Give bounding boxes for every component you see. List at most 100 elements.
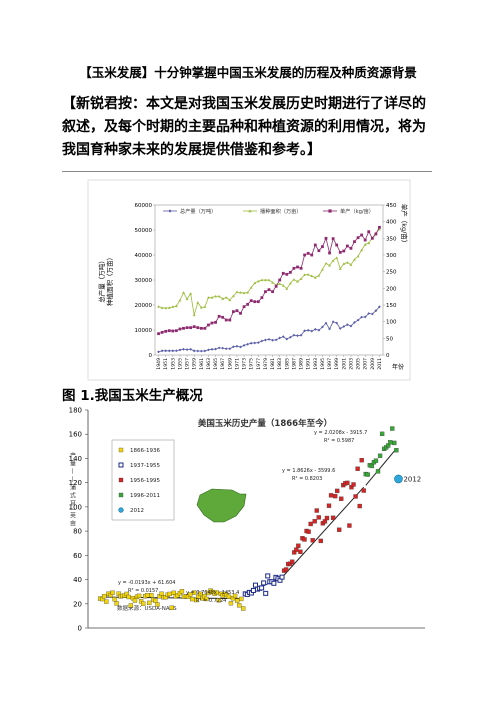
data-point	[160, 306, 164, 309]
data-point	[231, 345, 235, 349]
data-point	[235, 309, 239, 313]
data-point	[357, 503, 362, 509]
data-point	[317, 274, 321, 277]
data-point	[207, 323, 210, 327]
data-point	[221, 346, 225, 350]
data-point	[271, 338, 274, 342]
y-tick-label: 10000	[135, 328, 153, 334]
data-point	[216, 598, 221, 603]
y2-axis-label: 单产（kg/亩）	[400, 204, 409, 247]
y-tick-label: 40000	[135, 253, 153, 259]
data-point	[328, 327, 331, 331]
data-point	[196, 301, 200, 304]
y2-tick-label: 450	[386, 203, 397, 209]
data-point	[345, 480, 350, 486]
legend-label: 总产量（万吨）	[180, 207, 216, 215]
trend-r2: R² = 0.7224	[196, 598, 226, 604]
data-point	[359, 457, 364, 463]
data-point	[217, 346, 221, 350]
data-point	[390, 426, 395, 431]
data-point	[157, 350, 160, 354]
data-point	[239, 291, 242, 294]
data-point	[299, 333, 303, 337]
data-point	[296, 334, 299, 338]
data-point	[203, 326, 207, 330]
data-point	[267, 288, 271, 292]
data-point	[253, 341, 257, 345]
data-point	[388, 440, 393, 445]
legend-label: 1866-1936	[130, 448, 160, 454]
y-tick-label: 50000	[135, 228, 153, 234]
data-point	[394, 448, 399, 453]
data-point	[360, 248, 364, 252]
legend-label: 1996-2011	[130, 493, 160, 499]
data-point	[112, 597, 117, 602]
x-tick-label: 1959	[192, 358, 198, 370]
y2-tick-label: 200	[386, 286, 397, 292]
data-point	[104, 599, 109, 604]
data-point	[281, 271, 285, 275]
data-point	[318, 538, 323, 544]
data-point	[321, 245, 324, 249]
data-point	[178, 298, 182, 302]
data-point	[192, 325, 196, 329]
us-map	[196, 488, 247, 523]
x-tick-label: 1949	[156, 358, 162, 370]
data-point	[210, 347, 214, 351]
data-point	[199, 349, 203, 353]
data-point	[331, 320, 335, 324]
y-tick-label: 0	[78, 625, 82, 633]
x-tick-label: 1999	[334, 358, 340, 370]
data-point	[271, 281, 274, 284]
legend-marker	[118, 447, 124, 453]
data-point	[182, 291, 185, 294]
data-point	[231, 294, 235, 298]
y2-tick-label: 350	[386, 236, 397, 242]
data-point	[182, 347, 185, 351]
data-point	[310, 538, 315, 543]
data-point	[328, 493, 334, 498]
data-point	[214, 294, 217, 298]
data-point	[373, 458, 379, 463]
data-point	[174, 349, 178, 353]
data-point	[128, 603, 134, 608]
y-tick-label: 80	[73, 528, 82, 536]
data-point	[331, 237, 335, 241]
data-point	[189, 326, 193, 330]
x-tick-label: 1971	[234, 358, 240, 370]
data-point	[292, 333, 296, 337]
data-point	[278, 336, 282, 340]
x-tick-label: 1993	[313, 358, 319, 370]
data-point	[317, 249, 321, 253]
y2-tick-label: 400	[386, 220, 397, 226]
legend-marker	[118, 477, 124, 483]
y-tick-label: 180	[69, 407, 82, 415]
data-point	[246, 342, 250, 346]
x-tick-label: 1981	[270, 358, 276, 370]
data-point	[185, 297, 189, 301]
data-point	[306, 273, 310, 276]
data-point	[210, 321, 214, 325]
data-point	[178, 327, 182, 331]
data-point	[253, 281, 257, 285]
data-point	[145, 593, 150, 598]
x-tick-label: 1989	[299, 358, 305, 370]
data-point	[221, 297, 225, 300]
data-point	[264, 278, 267, 282]
data-point	[164, 329, 168, 333]
data-point	[204, 596, 209, 602]
data-point	[198, 591, 203, 596]
data-point	[199, 326, 203, 330]
data-point	[265, 573, 271, 579]
trend-equation: y = 1.8626x - 3599.6	[282, 468, 335, 474]
data-point	[324, 321, 328, 325]
y2-tick-label: 300	[386, 253, 397, 259]
data-point	[363, 238, 367, 242]
intro: 【新锐君按：本文是对我国玉米发展历史时期进行了详尽的叙述，及每个时期的主要品种和…	[62, 96, 426, 158]
data-point	[246, 302, 250, 306]
data-point	[330, 515, 336, 520]
y2-tick-label: 0	[386, 353, 390, 359]
data-point	[349, 246, 353, 250]
legend-marker	[118, 507, 124, 513]
data-point	[234, 598, 240, 603]
